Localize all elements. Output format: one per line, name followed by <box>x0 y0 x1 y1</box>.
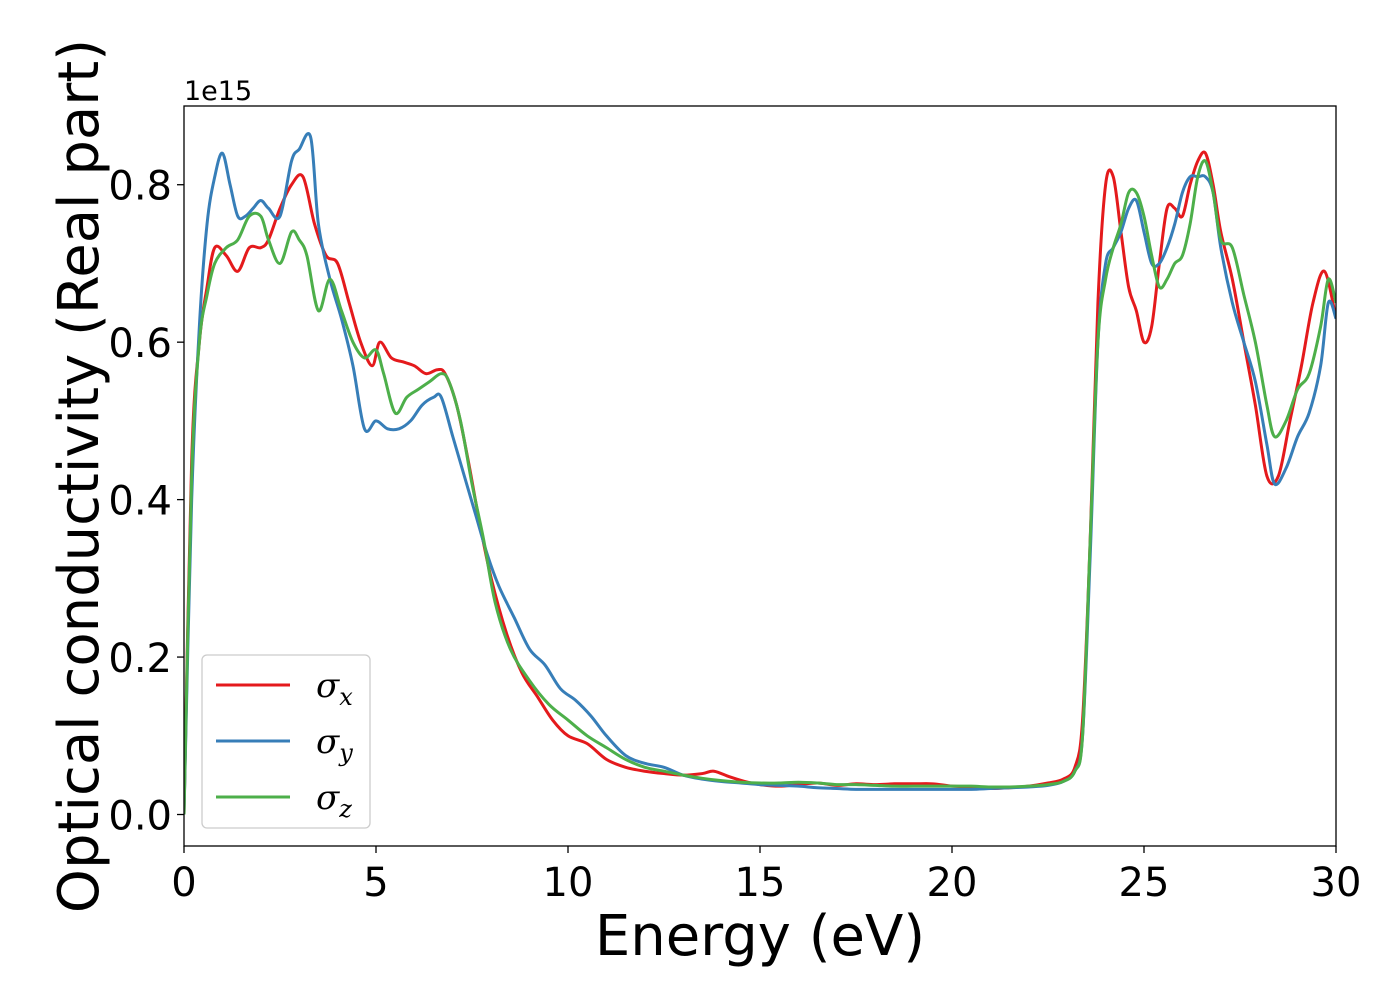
x-axis-ticks: 0 5 10 15 20 25 30 <box>171 846 1361 906</box>
x-axis-title: Energy (eV) <box>595 904 925 969</box>
x-tick-label: 20 <box>927 860 978 906</box>
x-tick-label: 15 <box>735 860 786 906</box>
series-layer <box>184 132 1336 815</box>
legend-subscript: x <box>339 683 353 711</box>
y-tick-label: 0.6 <box>108 321 172 367</box>
legend-label-x: σx <box>316 666 353 711</box>
y-tick-label: 0.8 <box>108 164 172 210</box>
legend-symbol: σ <box>316 722 340 762</box>
x-tick-label: 0 <box>171 860 196 906</box>
y-tick-label: 0.4 <box>108 479 172 525</box>
x-tick-label: 10 <box>543 860 594 906</box>
y-tick-label: 0.2 <box>108 636 172 682</box>
y-axis-title: Optical conductivity (Real part) <box>47 39 112 913</box>
legend-label-y: σy <box>316 722 353 767</box>
legend-symbol: σ <box>316 666 340 706</box>
x-tick-label: 5 <box>363 860 388 906</box>
y-tick-label: 0.0 <box>108 794 172 840</box>
series-line-z <box>184 159 1336 815</box>
x-tick-label: 25 <box>1119 860 1170 906</box>
legend-subscript: y <box>338 739 353 767</box>
x-tick-label: 30 <box>1311 860 1362 906</box>
y-axis-ticks: 0.0 0.2 0.4 0.6 0.8 <box>108 164 184 840</box>
legend-label-z: σz <box>316 778 352 823</box>
y-axis-offset-text: 1e15 <box>184 76 252 107</box>
legend-subscript: z <box>338 795 352 823</box>
legend-symbol: σ <box>316 778 340 818</box>
